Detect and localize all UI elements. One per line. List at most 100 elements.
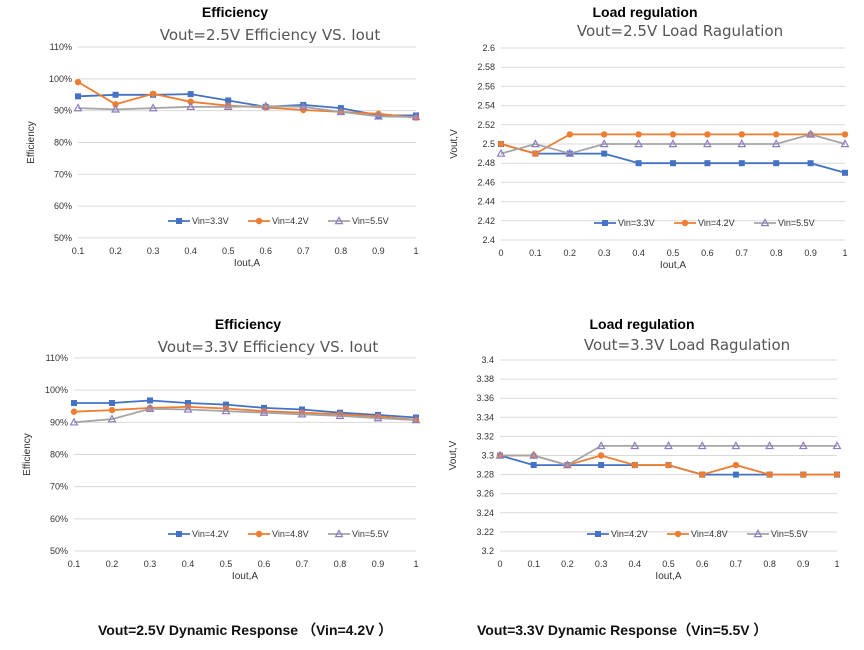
x-tick-label: 1 [413,246,418,256]
chart-subtitle: Vout=3.3V Efficiency VS. Iout [158,338,379,356]
load-regulation-chart-2v5: Vout=2.5V Load Ragulation 2.4 2.42 2.44 2.46… [449,22,850,271]
data-point [411,415,421,424]
data-point [596,441,606,450]
legend-entry: Vin=4.2V [674,218,735,228]
x-tick-label: 0.1 [529,248,542,258]
y-tick-label: 3.28 [476,470,494,480]
x-tick-label: 0.5 [662,559,675,569]
x-tick-label: 0.5 [667,248,680,258]
data-point [187,91,194,98]
data-point [529,450,539,459]
chart-heading-load-regulation-top: Load regulation [592,4,698,20]
caption-dynamic-response-2v5: Vout=2.5V Dynamic Response （Vin=4.2V ） [98,622,393,638]
data-point [668,139,678,148]
data-point [74,78,82,86]
data-point [532,150,539,157]
data-point [669,131,677,138]
data-point [73,103,83,112]
data-point [261,101,271,110]
y-tick-label: 2.42 [477,216,495,226]
series-line [500,133,846,155]
x-tick-label: 0.1 [527,559,540,569]
legend-label: Vin=4.2V [611,529,648,539]
legend-label: Vin=4.8V [691,529,728,539]
x-tick-label: 0.2 [106,559,119,569]
data-point [75,93,81,100]
y-tick-label: 100% [49,74,72,84]
caption-dynamic-response-3v3: Vout=3.3V Dynamic Response（Vin=5.5V ） [477,622,768,638]
legend-entry: Vin=4.8V [667,529,728,539]
data-point [738,160,745,167]
y-tick-label: 2.56 [477,81,495,91]
data-point [495,450,505,459]
x-axis-label: Iout,A [232,571,258,582]
x-tick-label: 0.7 [296,559,309,569]
legend-marker [255,530,263,538]
load-regulation-chart-3v3: Vout=3.3V Load Ragulation 3.2 3.22 3.24 3.26… [448,336,842,582]
y-tick-label: 3.34 [476,412,494,422]
data-point [107,414,117,423]
legend-entry: Vin=3.3V [168,216,229,226]
data-point [530,139,540,148]
data-point [530,462,537,469]
data-point [771,139,781,148]
data-point [71,400,77,407]
data-point [148,103,158,112]
chart-subtitle: Vout=2.5V Load Ragulation [577,22,783,40]
data-point [147,397,153,404]
legend-entry: Vin=4.2V [587,529,648,539]
series-line [77,81,417,119]
x-tick-label: 0.3 [598,248,611,258]
data-point [111,104,120,113]
data-point [565,148,575,157]
legend-label: Vin=5.5V [352,216,389,226]
y-tick-label: 2.52 [477,120,495,130]
data-point [374,111,383,120]
legend-label: Vin=4.2V [698,218,735,228]
data-point [832,441,842,450]
x-tick-label: 0.3 [595,559,608,569]
x-tick-label: 0.5 [220,559,233,569]
y-axis-label: Efficiency [22,433,33,476]
data-point [336,107,346,116]
y-tick-label: 3.24 [476,508,494,518]
data-point [221,406,231,415]
x-tick-label: 0.3 [147,246,160,256]
y-tick-label: 90% [54,106,72,116]
x-tick-label: 0.7 [730,559,743,569]
series-line [77,105,417,118]
y-tick-label: 2.58 [477,62,495,72]
legend-marker [760,218,770,227]
y-tick-label: 50% [50,546,68,556]
series-line [77,93,416,117]
y-tick-label: 80% [54,138,72,148]
legend-entry: Vin=4.8V [248,529,309,539]
y-tick-label: 2.5 [482,139,495,149]
data-point [773,160,780,167]
legend-label: Vin=5.5V [771,529,808,539]
y-tick-label: 2.44 [477,197,495,207]
legend-entry: Vin=4.2V [168,529,229,539]
data-point [69,417,79,426]
x-tick-label: 0.2 [109,246,122,256]
legend-marker [176,531,182,537]
data-point [112,91,119,98]
x-tick-label: 0.6 [258,559,271,569]
data-point [566,131,573,138]
data-point [411,112,421,121]
legend-label: Vin=4.2V [272,216,309,226]
legend-marker [602,220,608,226]
data-point [840,139,850,148]
x-tick-label: 0.2 [564,248,577,258]
x-tick-label: 0.9 [804,248,817,258]
x-tick-label: 0.4 [629,559,642,569]
data-point [223,101,233,111]
x-tick-label: 0.4 [632,248,645,258]
x-tick-label: 0.4 [182,559,195,569]
x-tick-label: 0.3 [144,559,157,569]
data-point [225,97,232,104]
data-point [601,131,608,138]
data-point [635,160,642,167]
y-tick-label: 110% [50,42,72,52]
data-point [601,150,608,157]
